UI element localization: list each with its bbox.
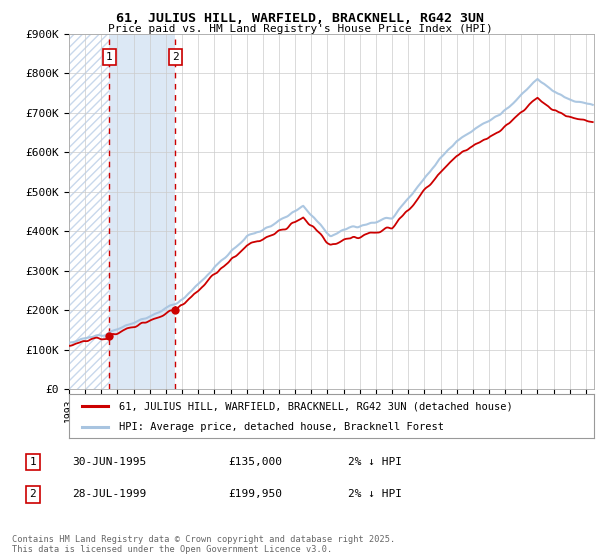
Text: 1: 1 [29,457,37,467]
Text: Price paid vs. HM Land Registry's House Price Index (HPI): Price paid vs. HM Land Registry's House … [107,24,493,34]
Text: 1: 1 [106,52,113,62]
Bar [109,34,175,389]
Text: 2: 2 [172,52,179,62]
Text: 2% ↓ HPI: 2% ↓ HPI [348,457,402,467]
Text: 30-JUN-1995: 30-JUN-1995 [72,457,146,467]
Text: HPI: Average price, detached house, Bracknell Forest: HPI: Average price, detached house, Brac… [119,422,444,432]
Text: £135,000: £135,000 [228,457,282,467]
Text: 2: 2 [29,489,37,500]
Bar [69,34,109,389]
Text: 61, JULIUS HILL, WARFIELD, BRACKNELL, RG42 3UN: 61, JULIUS HILL, WARFIELD, BRACKNELL, RG… [116,12,484,25]
Text: 2% ↓ HPI: 2% ↓ HPI [348,489,402,500]
Text: 28-JUL-1999: 28-JUL-1999 [72,489,146,500]
Text: 61, JULIUS HILL, WARFIELD, BRACKNELL, RG42 3UN (detached house): 61, JULIUS HILL, WARFIELD, BRACKNELL, RG… [119,402,512,412]
Text: Contains HM Land Registry data © Crown copyright and database right 2025.
This d: Contains HM Land Registry data © Crown c… [12,535,395,554]
Text: £199,950: £199,950 [228,489,282,500]
